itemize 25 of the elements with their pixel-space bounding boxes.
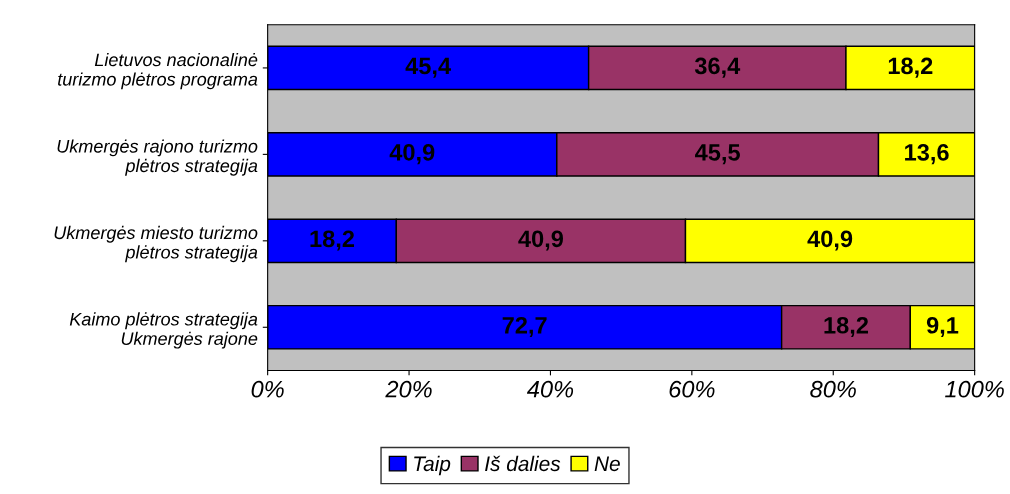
legend-label: Ne xyxy=(594,456,620,472)
data-label: 13,6 xyxy=(905,143,949,165)
x-tick-label: 100% xyxy=(945,380,1004,398)
legend-label: Iš dalies xyxy=(485,455,561,472)
legend-label: Taip xyxy=(414,455,451,476)
y-tick-label: Ukmergės rajono turizmo plėtros strategija xyxy=(57,139,258,176)
x-tick-label: 40% xyxy=(526,380,574,398)
data-label: 40,9 xyxy=(518,230,564,251)
data-label: 9,1 xyxy=(926,316,959,338)
data-label: 40,9 xyxy=(389,143,435,165)
data-label: 36,4 xyxy=(694,57,741,78)
data-label: 40,9 xyxy=(807,230,853,251)
x-tick-label: 80% xyxy=(810,380,856,398)
data-label: 18,2 xyxy=(310,230,355,251)
data-label: 18,2 xyxy=(888,57,933,78)
data-label: 72,7 xyxy=(502,316,547,338)
y-tick-label: Ukmergės miesto turizmo plėtros strategija xyxy=(54,225,258,263)
x-tick-label: 0% xyxy=(251,380,284,398)
x-tick-label: 60% xyxy=(669,380,715,398)
data-label: 45,5 xyxy=(695,144,740,165)
y-tick-label: Lietuvos nacionalinė turizmo plėtros programa xyxy=(58,52,258,90)
data-label: 45,4 xyxy=(405,57,451,78)
x-tick-label: 20% xyxy=(385,380,432,398)
y-tick-label: Kaimo plėtros strategija Ukmergės rajone xyxy=(69,312,258,349)
data-label: 18,2 xyxy=(824,316,869,338)
